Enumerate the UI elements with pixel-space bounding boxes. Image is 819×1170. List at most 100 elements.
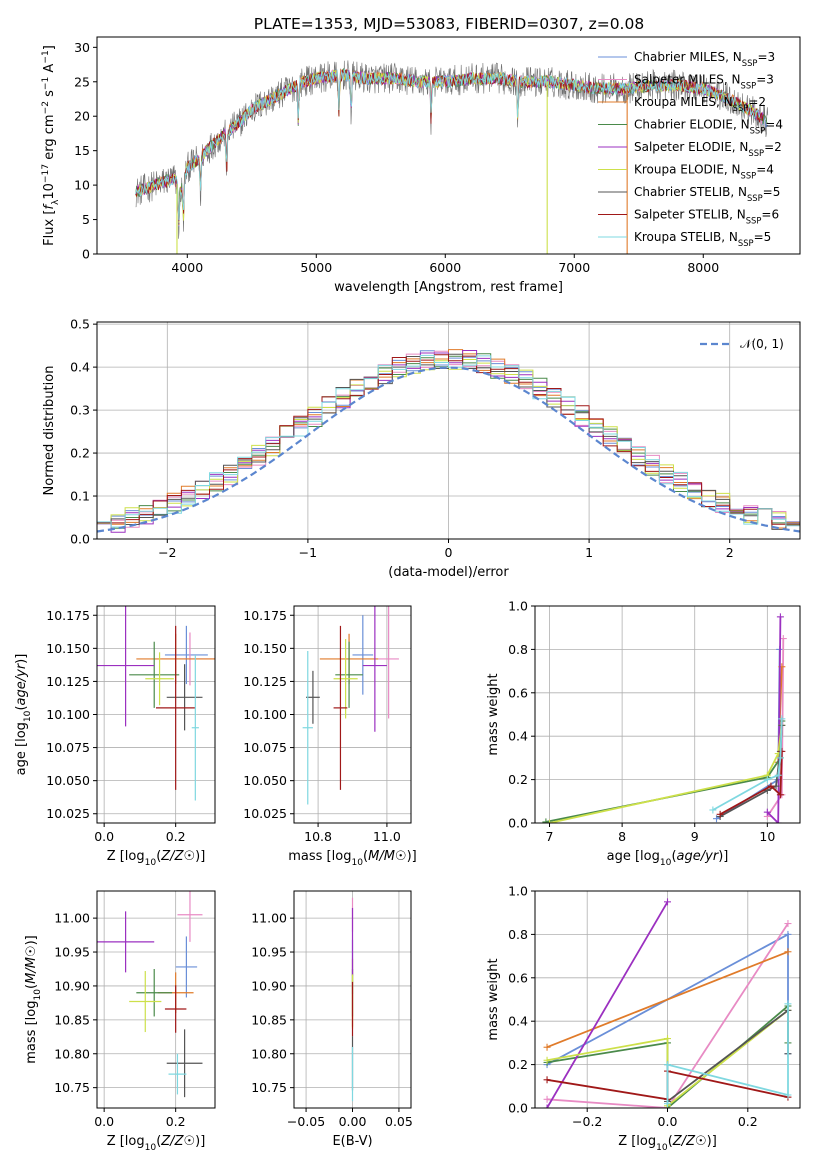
y-tick-label: 0.4	[70, 360, 90, 375]
y-tick-label: 10.125	[46, 674, 90, 689]
x-axis-label: mass [log10(M/M☉)]	[288, 849, 416, 868]
y-tick-label: 10.025	[243, 806, 287, 821]
x-tick-label: 10.8	[304, 829, 332, 844]
errorbar-point-8	[302, 650, 313, 805]
x-tick-label: 8000	[687, 260, 719, 275]
x-tick-label: −2	[158, 545, 176, 560]
weight-marker	[774, 771, 782, 779]
panel-age-vs-mass: 10.8 11.0 10.025 10.050 10.075 10.100 10.125 10…	[243, 605, 417, 868]
weight-marker	[543, 1095, 551, 1103]
x-tick-label: 7000	[558, 260, 590, 275]
x-tick-label: 0.0	[658, 1114, 678, 1129]
weight-marker	[664, 1035, 671, 1043]
y-tick-label: 0	[82, 247, 90, 262]
weight-marker	[543, 1076, 551, 1084]
weight-marker	[776, 613, 784, 621]
y-tick-label: 10.90	[54, 978, 90, 993]
weight-marker	[664, 1100, 671, 1108]
weight-marker	[664, 1061, 671, 1069]
y-tick-label: 10.80	[251, 1046, 287, 1061]
plot-area	[97, 891, 203, 1098]
x-tick-label: 8	[618, 829, 626, 844]
y-tick-label: 10.95	[54, 945, 90, 960]
y-tick-label: 10.75	[251, 1080, 287, 1095]
y-tick-label: 10.100	[46, 707, 90, 722]
errorbar-point-8	[168, 1053, 187, 1095]
errorbar-point-3	[136, 968, 173, 1017]
legend-label: Kroupa MILES, NSSP=2	[634, 95, 766, 113]
y-tick-label: 1.0	[508, 884, 528, 899]
weight-line-8	[712, 718, 783, 811]
errorbar-point-0	[164, 625, 208, 685]
y-tick-label: 10.85	[251, 1012, 287, 1027]
y-axis-label: Flux [fλ10−17 erg cm−2 s−1 A−1]	[41, 45, 61, 246]
normal-reference-curve	[97, 366, 800, 533]
y-tick-label: 10.100	[243, 707, 287, 722]
weight-line-0	[716, 649, 781, 820]
y-tick-label: 0.0	[508, 816, 528, 831]
y-axis-label: mass weight	[486, 673, 501, 755]
y-tick-label: 25	[74, 74, 90, 89]
x-tick-label: 2	[726, 545, 734, 560]
y-tick-label: 11.00	[251, 911, 287, 926]
x-tick-label: 0.0	[94, 829, 114, 844]
weight-marker	[713, 815, 721, 823]
y-tick-label: 10.125	[243, 674, 287, 689]
x-tick-label: 11.0	[373, 829, 401, 844]
weight-marker	[776, 791, 784, 799]
weight-line-1	[546, 923, 789, 1108]
plot-area	[135, 60, 769, 254]
y-tick-label: 0.3	[70, 403, 90, 418]
axes-frame	[534, 605, 801, 824]
weight-marker	[784, 930, 792, 938]
x-axis-label: Z [log10(Z/Z☉)]	[107, 1134, 206, 1153]
y-tick-label: 0.6	[508, 685, 528, 700]
x-tick-label: −0.2	[572, 1114, 602, 1129]
weight-line-5	[549, 725, 783, 823]
y-tick-label: 0.0	[70, 532, 90, 547]
x-tick-label: −1	[299, 545, 317, 560]
figure-title: PLATE=1353, MJD=53083, FIBERID=0307, z=0…	[254, 15, 644, 33]
x-tick-label: 6000	[429, 260, 461, 275]
weight-marker	[543, 1104, 551, 1108]
x-axis-label: (data-model)/error	[388, 565, 509, 580]
y-tick-label: 0.6	[508, 970, 528, 985]
y-tick-label: 10.75	[54, 1080, 90, 1095]
y-tick-label: 0.2	[70, 446, 90, 461]
y-tick-label: 10.075	[46, 740, 90, 755]
errorbar-point-4	[97, 606, 155, 727]
y-tick-label: 0.8	[508, 927, 528, 942]
legend-label: 𝒩(0, 1)	[740, 337, 784, 351]
weight-line-7	[719, 751, 783, 816]
y-tick-label: 1.0	[508, 599, 528, 614]
y-tick-label: 0.2	[508, 772, 528, 787]
errorbar-point-5	[129, 971, 162, 1033]
legend-label: Chabrier STELIB, NSSP=5	[634, 185, 780, 203]
weight-marker	[546, 819, 554, 823]
x-tick-label: 7	[546, 829, 554, 844]
y-tick-label: 10.175	[243, 608, 287, 623]
x-tick-label: 0.00	[339, 1114, 367, 1129]
y-tick-label: 10.075	[243, 740, 287, 755]
x-axis-label: age [log10(age/yr)]	[607, 849, 729, 868]
panel-residuals: −2 −1 0 1 2 0.0 0.1 0.2 0.3 0.4 0.5 (data-model)/er…	[42, 317, 801, 580]
y-axis-label: age [log10(age/yr)]	[14, 654, 33, 776]
residual-legend: 𝒩(0, 1)	[700, 337, 784, 351]
panel-mass-vs-Z: 0.0 0.2 10.75 10.80 10.85 10.90 10.95 11.00 Z [l…	[24, 890, 216, 1153]
weight-marker	[763, 808, 771, 816]
y-tick-label: 0.2	[508, 1057, 528, 1072]
errorbar-point-6	[166, 1029, 203, 1098]
weight-marker	[774, 819, 782, 823]
errorbar-point-7	[156, 625, 196, 790]
weight-marker	[763, 776, 771, 784]
plot-area	[97, 606, 215, 801]
y-tick-label: 10.85	[54, 1012, 90, 1027]
errorbar-point-5	[333, 639, 358, 719]
weight-marker	[542, 818, 550, 823]
errorbar-point-3	[335, 641, 363, 708]
legend-label: Kroupa STELIB, NSSP=5	[634, 230, 771, 248]
y-tick-label: 0.4	[508, 729, 528, 744]
x-tick-label: 9	[691, 829, 699, 844]
y-tick-label: 0.5	[70, 317, 90, 332]
